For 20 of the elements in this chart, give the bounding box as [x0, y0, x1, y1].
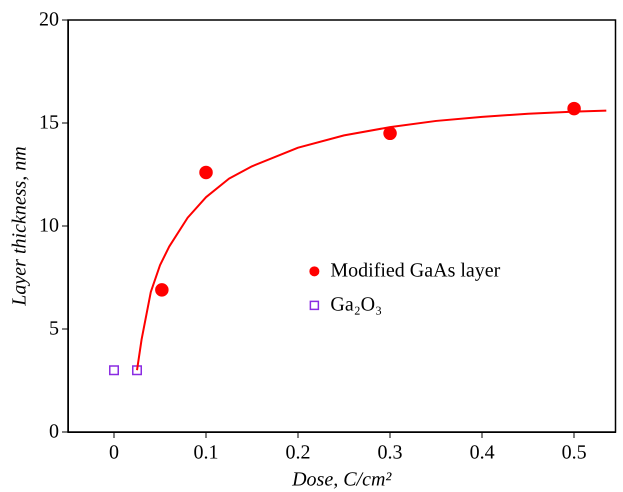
x-tick-label: 0.3	[378, 441, 403, 464]
y-tick-label: 15	[39, 111, 59, 134]
x-tick-label: 0.4	[470, 441, 495, 464]
y-tick-label: 20	[39, 8, 59, 30]
y-tick-label: 5	[49, 317, 59, 340]
y-tick-label: 10	[39, 214, 59, 236]
x-tick-label: 0.5	[562, 441, 587, 464]
x-tick-label: 0	[109, 441, 120, 464]
legend-label: Modified GaAs layer	[330, 260, 501, 282]
point	[383, 126, 397, 140]
x-axis-title: Dose, C/cm²	[291, 468, 392, 490]
point	[199, 166, 213, 180]
x-tick-label: 0.1	[194, 441, 219, 464]
legend-label: Ga₂O₃	[330, 294, 382, 316]
x-tick-label: 0.2	[286, 441, 311, 464]
y-tick-label: 0	[49, 420, 59, 442]
point	[109, 365, 119, 376]
y-axis-title: Layer thickness, nm	[8, 146, 30, 307]
point	[155, 283, 169, 297]
point	[132, 365, 142, 376]
